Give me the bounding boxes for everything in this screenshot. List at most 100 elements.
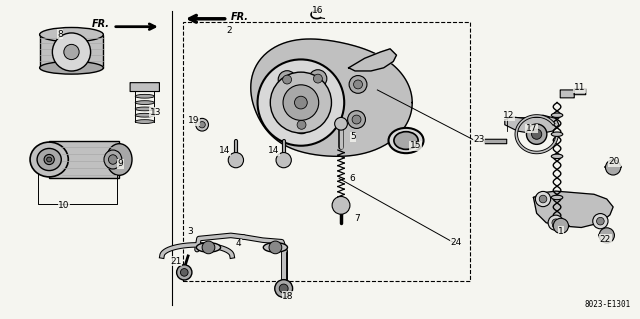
- Circle shape: [283, 85, 319, 120]
- Circle shape: [605, 160, 621, 175]
- Circle shape: [335, 117, 348, 130]
- Circle shape: [540, 195, 547, 203]
- Bar: [183, 22, 470, 281]
- Circle shape: [553, 218, 568, 234]
- Ellipse shape: [47, 157, 52, 162]
- Ellipse shape: [30, 142, 68, 177]
- Circle shape: [279, 284, 288, 293]
- Circle shape: [596, 217, 604, 225]
- Text: 10: 10: [58, 201, 70, 210]
- Text: FR.: FR.: [231, 12, 249, 22]
- Text: 14: 14: [268, 146, 280, 155]
- Ellipse shape: [106, 144, 132, 175]
- Text: 17: 17: [526, 124, 538, 133]
- Text: 19: 19: [188, 116, 200, 125]
- Text: 16: 16: [312, 6, 324, 15]
- Text: 9: 9: [118, 159, 124, 168]
- Ellipse shape: [37, 148, 61, 171]
- Text: 20: 20: [609, 157, 620, 166]
- Ellipse shape: [104, 150, 122, 169]
- Circle shape: [196, 118, 209, 131]
- Text: 12: 12: [503, 111, 515, 120]
- Text: 22: 22: [600, 235, 611, 244]
- Circle shape: [180, 269, 188, 276]
- Polygon shape: [251, 39, 412, 156]
- Circle shape: [278, 71, 296, 88]
- Text: 13: 13: [150, 108, 161, 116]
- Circle shape: [283, 75, 292, 84]
- Ellipse shape: [44, 154, 54, 165]
- Circle shape: [314, 74, 323, 83]
- Circle shape: [527, 124, 547, 145]
- Text: 2: 2: [227, 26, 232, 35]
- Ellipse shape: [551, 154, 563, 159]
- Circle shape: [52, 33, 91, 71]
- Circle shape: [275, 280, 292, 297]
- Circle shape: [599, 228, 614, 243]
- Text: 18: 18: [282, 292, 294, 300]
- FancyBboxPatch shape: [40, 34, 103, 68]
- Circle shape: [297, 120, 306, 129]
- FancyBboxPatch shape: [49, 141, 119, 178]
- Text: FR.: FR.: [92, 19, 109, 28]
- Text: 15: 15: [410, 141, 421, 150]
- Text: 8: 8: [57, 30, 63, 39]
- Circle shape: [257, 59, 344, 146]
- Circle shape: [532, 129, 541, 139]
- FancyBboxPatch shape: [130, 83, 159, 92]
- Circle shape: [228, 152, 244, 168]
- Ellipse shape: [551, 195, 563, 200]
- Circle shape: [269, 241, 282, 254]
- Ellipse shape: [263, 243, 287, 252]
- Ellipse shape: [135, 94, 154, 98]
- Ellipse shape: [135, 107, 154, 111]
- Text: 7: 7: [354, 214, 360, 223]
- Circle shape: [348, 111, 365, 129]
- Circle shape: [294, 96, 307, 109]
- Text: 5: 5: [350, 132, 356, 141]
- Ellipse shape: [196, 243, 221, 252]
- Ellipse shape: [40, 62, 103, 74]
- Circle shape: [552, 219, 559, 226]
- Text: 8023-E1301: 8023-E1301: [585, 300, 631, 309]
- Text: 1: 1: [558, 227, 564, 236]
- Text: 23: 23: [474, 135, 485, 145]
- Circle shape: [199, 122, 205, 128]
- Text: 3: 3: [188, 227, 193, 236]
- Circle shape: [64, 44, 79, 60]
- FancyBboxPatch shape: [574, 89, 586, 95]
- Ellipse shape: [551, 132, 563, 137]
- Text: 21: 21: [170, 257, 182, 266]
- Circle shape: [548, 215, 563, 230]
- Ellipse shape: [135, 101, 154, 105]
- FancyBboxPatch shape: [560, 90, 574, 98]
- Circle shape: [270, 72, 332, 133]
- Circle shape: [536, 191, 550, 207]
- Circle shape: [276, 152, 291, 168]
- Ellipse shape: [135, 113, 154, 117]
- Text: 24: 24: [451, 238, 462, 247]
- Ellipse shape: [108, 155, 117, 164]
- Circle shape: [593, 213, 608, 229]
- Circle shape: [332, 197, 350, 214]
- Circle shape: [177, 265, 192, 280]
- Polygon shape: [349, 49, 396, 71]
- Ellipse shape: [551, 113, 563, 117]
- Ellipse shape: [394, 132, 418, 149]
- Circle shape: [292, 116, 310, 134]
- Circle shape: [352, 115, 361, 124]
- Circle shape: [353, 80, 362, 89]
- Ellipse shape: [135, 120, 154, 123]
- Ellipse shape: [40, 27, 103, 42]
- Circle shape: [202, 241, 215, 254]
- Polygon shape: [534, 191, 613, 227]
- FancyBboxPatch shape: [484, 139, 507, 144]
- Circle shape: [349, 76, 367, 93]
- Ellipse shape: [388, 128, 424, 153]
- Text: 4: 4: [236, 240, 241, 249]
- Text: 14: 14: [219, 146, 230, 155]
- Text: 11: 11: [573, 83, 585, 92]
- Text: 6: 6: [349, 174, 355, 183]
- Circle shape: [309, 70, 327, 87]
- Polygon shape: [505, 115, 559, 134]
